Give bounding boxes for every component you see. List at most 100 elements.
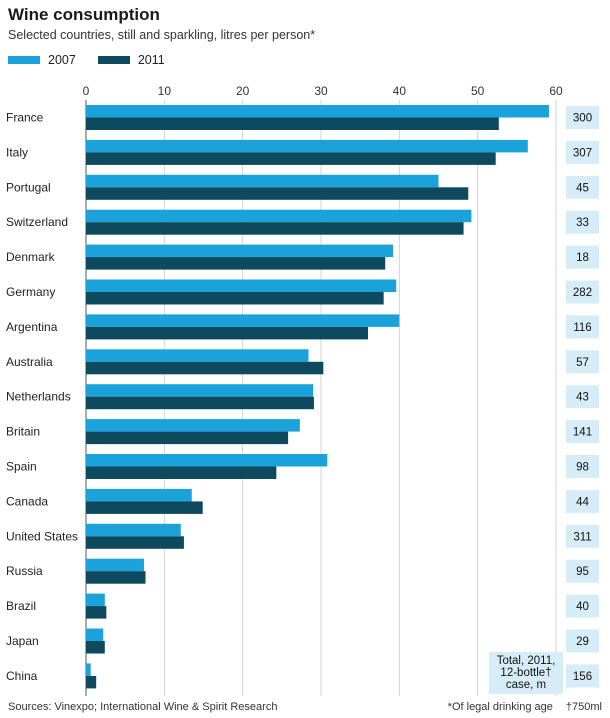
- x-tick-label: 10: [158, 84, 172, 98]
- total-box: [566, 175, 599, 199]
- bar-2007: [86, 105, 549, 118]
- bar-2007: [86, 279, 397, 292]
- bar-2011: [86, 675, 97, 689]
- total-box: [566, 594, 599, 618]
- bar-2007: [86, 419, 300, 432]
- bar-2011: [86, 466, 277, 479]
- footnotes: *Of legal drinking age †750ml: [438, 701, 602, 713]
- category-label: Canada: [6, 494, 48, 508]
- bar-2007: [86, 593, 105, 607]
- total-value: 98: [576, 462, 589, 474]
- legend-item-2011: 2011: [97, 53, 165, 67]
- footnote-bottle-size: †750ml: [565, 701, 602, 713]
- bar-2007: [86, 523, 181, 537]
- category-label: United States: [6, 529, 78, 543]
- sources-note: Sources: Vinexpo; International Wine & S…: [8, 701, 278, 713]
- bar-2007: [86, 209, 472, 223]
- bar-2011: [86, 326, 368, 340]
- legend-label-2011: 2011: [137, 53, 165, 67]
- total-value: 141: [573, 427, 592, 439]
- bar-2011: [86, 431, 289, 445]
- legend-swatch-2011: [97, 56, 130, 64]
- bar-2011: [86, 187, 469, 200]
- total-value: 156: [573, 671, 592, 683]
- chart-title: Wine consumption: [8, 5, 160, 24]
- total-value: 95: [576, 566, 589, 578]
- bar-2011: [86, 361, 324, 375]
- total-box: [566, 280, 599, 304]
- category-label: Netherlands: [6, 390, 71, 404]
- bar-2007: [86, 454, 328, 467]
- bar-2007: [86, 488, 192, 502]
- total-value: 307: [573, 147, 592, 159]
- total-box: [566, 420, 599, 444]
- bar-chart: 0 10 20 30 40 50 60 France 300 Italy 307 Portugal 45…: [6, 84, 599, 696]
- category-label: France: [6, 111, 44, 125]
- total-box: [566, 455, 599, 478]
- category-label: Switzerland: [6, 215, 68, 229]
- legend-label-2007: 2007: [48, 53, 76, 67]
- category-label: Brazil: [6, 599, 36, 613]
- total-box: [566, 629, 599, 653]
- total-value: 43: [576, 392, 589, 404]
- bar-2007: [86, 558, 144, 572]
- total-box: [566, 210, 599, 234]
- total-box: [566, 664, 599, 688]
- totals-label: Total, 2011, 12-bottle† case, m: [489, 652, 563, 694]
- total-box: [566, 315, 599, 339]
- total-value: 116: [573, 322, 591, 334]
- total-box: [566, 489, 599, 513]
- total-box: [566, 559, 599, 583]
- bar-2007: [86, 314, 400, 327]
- total-value: 29: [576, 636, 589, 648]
- total-value: 40: [576, 601, 589, 613]
- bar-2007: [86, 663, 91, 676]
- legend-item-2007: 2007: [8, 53, 76, 67]
- bar-2011: [86, 396, 314, 410]
- x-tick-label: 20: [236, 84, 250, 98]
- total-value: 44: [576, 496, 589, 508]
- bar-2007: [86, 244, 394, 258]
- bar-2007: [86, 349, 309, 362]
- x-tick-label: 60: [549, 84, 563, 98]
- category-label: Britain: [6, 425, 40, 439]
- category-label: Russia: [6, 564, 43, 578]
- x-tick-label: 0: [83, 84, 90, 98]
- category-label: Italy: [6, 145, 28, 159]
- bar-2011: [86, 536, 184, 549]
- total-box: [566, 385, 599, 409]
- bar-2011: [86, 292, 384, 305]
- total-box: [566, 350, 599, 374]
- legend: 2007 2011: [8, 53, 187, 67]
- x-tick-label: 30: [314, 84, 328, 98]
- bar-2007: [86, 628, 104, 641]
- category-label: Denmark: [6, 250, 56, 264]
- category-label: Australia: [6, 355, 53, 369]
- total-box: [566, 106, 599, 129]
- total-value: 311: [573, 531, 591, 543]
- total-value: 282: [573, 287, 592, 299]
- total-box: [566, 245, 599, 269]
- bar-2007: [86, 139, 528, 153]
- bar-2007: [86, 384, 314, 397]
- bar-2011: [86, 257, 386, 270]
- chart-subtitle: Selected countries, still and sparkling,…: [8, 28, 316, 42]
- total-value: 45: [576, 182, 589, 194]
- footnote-legal-age: *Of legal drinking age: [447, 701, 553, 713]
- total-box: [566, 140, 599, 164]
- legend-swatch-2007: [8, 56, 40, 64]
- category-label: Germany: [6, 285, 55, 299]
- total-box: [566, 524, 599, 548]
- total-value: 33: [576, 217, 589, 229]
- bar-2011: [86, 222, 464, 235]
- bar-2011: [86, 571, 146, 584]
- category-label: Portugal: [6, 180, 51, 194]
- total-value: 18: [576, 252, 589, 264]
- category-label: Argentina: [6, 320, 58, 334]
- total-value: 300: [573, 113, 592, 125]
- bar-2011: [86, 641, 105, 654]
- x-tick-label: 50: [471, 84, 485, 98]
- category-label: Spain: [6, 460, 37, 474]
- bar-2011: [86, 117, 499, 130]
- category-label: China: [6, 669, 38, 683]
